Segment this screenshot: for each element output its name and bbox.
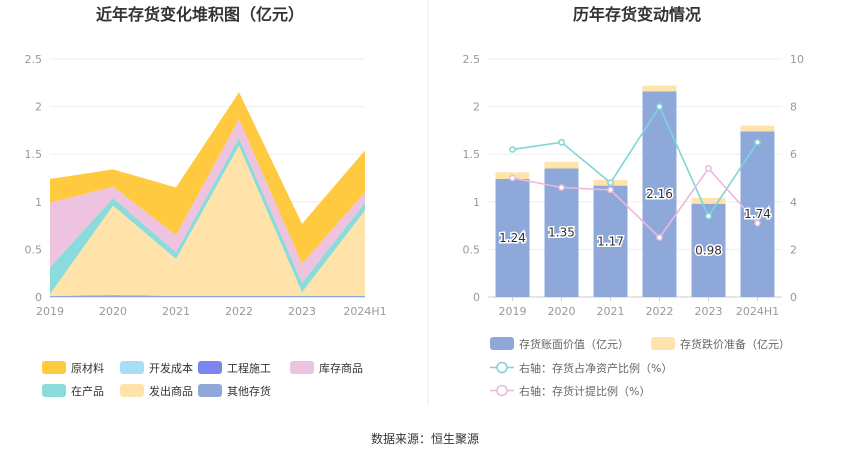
right-x-tick-label: 2023 (695, 305, 723, 318)
right-chart-x-ticks: 2019 2020 2021 2022 2023 2024H1 (499, 297, 779, 318)
right-x-tick-label: 2020 (548, 305, 576, 318)
left-legend-label: 发出商品 (149, 384, 193, 398)
left-chart-title: 近年存货变化堆积图（亿元） (96, 5, 304, 24)
area-series-发出商品 (50, 145, 365, 296)
right-legend-label: 存货跌价准备（亿元） (680, 337, 790, 351)
left-chart-x-ticks: 2019 2020 2021 2022 2023 2024H1 (36, 305, 387, 318)
right-x-tick-label: 2021 (597, 305, 625, 318)
left-legend-label: 库存商品 (319, 361, 363, 375)
right-legend-label: 右轴：存货占净资产比例（%） (519, 361, 672, 375)
right-chart-bars (495, 85, 775, 297)
right-y-tick-label: 0 (473, 291, 480, 304)
line-point (607, 186, 614, 194)
bar-value-label: 2.16 (646, 187, 673, 201)
left-x-tick-label: 2020 (99, 305, 127, 318)
right-legend-marker (496, 384, 508, 397)
left-legend-label: 工程施工 (227, 362, 271, 375)
right-x-tick-label: 2022 (646, 305, 674, 318)
left-y-tick-label: 1.5 (25, 148, 43, 161)
data-source-note: 数据来源：恒生聚源 (371, 431, 479, 446)
right-x-tick-label: 2024H1 (736, 305, 779, 318)
bar-value-label: 0.98 (695, 243, 722, 257)
right-chart-title: 历年存货变动情况 (573, 5, 701, 24)
bar-存货账面价值（亿元） (593, 185, 628, 297)
right-y-tick-label: 1.5 (463, 148, 481, 161)
left-legend-swatch (120, 361, 144, 374)
bar-value-label: 1.17 (597, 234, 624, 248)
line-point (558, 138, 565, 146)
right-legend-swatch (651, 337, 675, 350)
left-y-tick-label: 1 (35, 196, 42, 209)
left-chart-areas (50, 92, 365, 297)
left-y-tick-label: 2 (35, 101, 42, 114)
left-x-tick-label: 2019 (36, 305, 64, 318)
right-legend-swatch (490, 337, 514, 350)
bar-存货跌价准备（亿元） (691, 197, 726, 204)
right-y-tick-label: 2.5 (463, 53, 481, 66)
left-y-tick-label: 2.5 (25, 53, 43, 66)
right-y2-tick-label: 4 (790, 196, 797, 209)
line-point (607, 179, 614, 187)
right-chart-y-ticks: 0 0.5 1 1.5 2 2.5 (463, 53, 481, 304)
left-chart-y-ticks: 0 0.5 1 1.5 2 2.5 (25, 53, 43, 304)
right-chart-legend: 存货账面价值（亿元） 存货跌价准备（亿元） 右轴：存货占净资产比例（%） 右轴：存货计… (490, 337, 790, 398)
left-legend-swatch (42, 384, 66, 397)
right-chart-y2-ticks: 0 2 4 6 8 10 (790, 53, 804, 304)
left-y-tick-label: 0 (35, 291, 42, 304)
left-legend-label: 在产品 (71, 384, 104, 398)
right-y2-tick-label: 0 (790, 291, 797, 304)
left-x-tick-label: 2021 (162, 305, 190, 318)
right-chart-data-labels: 1.24 1.35 1.17 2.16 0.98 1.74 (498, 186, 773, 259)
left-legend-swatch (120, 384, 144, 397)
right-y-tick-label: 2 (473, 101, 480, 114)
left-legend-swatch (198, 384, 222, 397)
right-y2-tick-label: 2 (790, 243, 797, 256)
line-右轴：存货占净资产比例（%） (512, 104, 759, 218)
right-y2-tick-label: 6 (790, 148, 797, 161)
line-point (705, 212, 712, 220)
left-y-tick-label: 0.5 (25, 243, 43, 256)
left-x-tick-label: 2023 (288, 305, 316, 318)
line-point (656, 103, 663, 110)
bar-存货账面价值（亿元） (495, 178, 530, 297)
left-x-tick-label: 2022 (225, 305, 253, 318)
line-point (754, 219, 761, 227)
line-point (656, 234, 663, 241)
line-右轴：存货计提比例（%） (512, 167, 759, 239)
right-legend-label: 存货账面价值（亿元） (519, 337, 629, 351)
area-series-其他存货 (50, 295, 365, 297)
right-y2-tick-label: 10 (790, 53, 804, 66)
bar-存货跌价准备（亿元） (642, 85, 677, 92)
right-chart-lines (509, 103, 761, 241)
right-chart-grid (488, 58, 782, 298)
line-point (705, 165, 712, 172)
left-x-tick-label: 2024H1 (343, 305, 386, 318)
left-legend-swatch (290, 361, 314, 374)
right-y2-tick-label: 8 (790, 101, 797, 114)
left-legend-swatch (198, 361, 222, 374)
left-legend-label: 开发成本 (149, 361, 193, 375)
area-series-原材料 (50, 92, 365, 264)
bar-存货跌价准备（亿元） (740, 125, 775, 132)
line-point (558, 184, 565, 191)
right-legend-label: 右轴：存货计提比例（%） (519, 384, 650, 398)
left-legend-label: 其他存货 (227, 384, 271, 398)
right-legend-marker (496, 361, 508, 374)
area-series-库存商品 (50, 119, 365, 283)
right-y-tick-label: 0.5 (463, 243, 481, 256)
bar-value-label: 1.24 (499, 231, 526, 245)
line-point (509, 174, 516, 182)
line-point (509, 146, 516, 153)
right-y-tick-label: 1 (473, 196, 480, 209)
bar-存货跌价准备（亿元） (544, 161, 579, 169)
bar-value-label: 1.74 (744, 207, 771, 221)
area-series-在产品 (50, 138, 365, 295)
bar-value-label: 1.35 (548, 226, 575, 240)
left-legend-swatch (42, 361, 66, 374)
right-x-tick-label: 2019 (499, 305, 527, 318)
left-legend-label: 原材料 (71, 361, 104, 375)
line-point (754, 138, 761, 146)
